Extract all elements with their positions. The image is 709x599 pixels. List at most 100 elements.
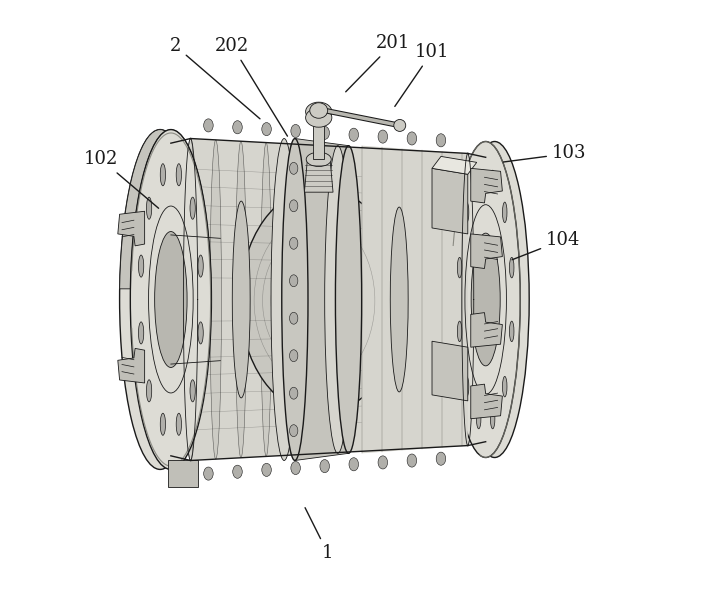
Ellipse shape	[177, 413, 182, 435]
Ellipse shape	[436, 134, 446, 147]
Ellipse shape	[378, 130, 388, 143]
Ellipse shape	[306, 102, 332, 121]
Polygon shape	[304, 159, 333, 192]
Ellipse shape	[476, 170, 481, 190]
Ellipse shape	[407, 454, 417, 467]
Ellipse shape	[286, 144, 296, 455]
Ellipse shape	[289, 425, 298, 437]
Ellipse shape	[462, 153, 474, 446]
Ellipse shape	[233, 201, 250, 398]
Ellipse shape	[160, 164, 165, 186]
Polygon shape	[295, 138, 349, 461]
Ellipse shape	[147, 380, 152, 402]
Ellipse shape	[235, 141, 247, 458]
Text: 103: 103	[503, 144, 586, 162]
Ellipse shape	[289, 350, 298, 362]
Ellipse shape	[337, 147, 347, 452]
Ellipse shape	[407, 132, 417, 145]
Ellipse shape	[335, 146, 362, 453]
Ellipse shape	[464, 202, 469, 223]
Ellipse shape	[378, 456, 388, 469]
Ellipse shape	[349, 128, 359, 141]
Ellipse shape	[310, 103, 328, 118]
Ellipse shape	[289, 200, 298, 212]
Ellipse shape	[271, 138, 297, 461]
Ellipse shape	[325, 146, 351, 453]
Ellipse shape	[120, 129, 201, 470]
Ellipse shape	[313, 104, 324, 113]
Ellipse shape	[471, 233, 500, 366]
Polygon shape	[169, 461, 199, 488]
Polygon shape	[471, 168, 503, 203]
Ellipse shape	[412, 151, 423, 448]
Text: 102: 102	[84, 150, 159, 208]
Polygon shape	[432, 168, 468, 234]
Ellipse shape	[464, 376, 469, 397]
Ellipse shape	[451, 141, 520, 458]
Ellipse shape	[387, 149, 398, 450]
Ellipse shape	[198, 255, 203, 277]
Ellipse shape	[457, 258, 462, 278]
Ellipse shape	[291, 461, 301, 474]
Ellipse shape	[210, 140, 221, 459]
Ellipse shape	[460, 141, 529, 458]
Ellipse shape	[289, 275, 298, 287]
Ellipse shape	[491, 170, 495, 190]
Ellipse shape	[349, 458, 359, 471]
Ellipse shape	[147, 197, 152, 219]
Ellipse shape	[233, 465, 242, 478]
Ellipse shape	[177, 164, 182, 186]
Polygon shape	[118, 211, 145, 246]
Ellipse shape	[203, 119, 213, 132]
Ellipse shape	[198, 322, 203, 344]
Ellipse shape	[261, 143, 272, 456]
Polygon shape	[471, 313, 503, 347]
Ellipse shape	[510, 321, 514, 341]
Ellipse shape	[289, 237, 298, 249]
Ellipse shape	[240, 187, 401, 414]
Polygon shape	[362, 146, 468, 453]
Polygon shape	[191, 138, 468, 461]
Ellipse shape	[155, 232, 187, 367]
Ellipse shape	[291, 125, 301, 138]
Ellipse shape	[320, 126, 330, 140]
Ellipse shape	[281, 138, 308, 461]
Ellipse shape	[437, 152, 448, 447]
Ellipse shape	[510, 258, 514, 278]
Polygon shape	[432, 156, 476, 174]
Ellipse shape	[457, 321, 462, 341]
Ellipse shape	[290, 258, 351, 344]
Polygon shape	[471, 234, 503, 268]
Ellipse shape	[393, 119, 406, 131]
Ellipse shape	[320, 459, 330, 473]
Ellipse shape	[138, 322, 144, 344]
Ellipse shape	[289, 387, 298, 399]
Ellipse shape	[436, 452, 446, 465]
Ellipse shape	[262, 123, 272, 136]
Text: 101: 101	[395, 43, 450, 107]
Ellipse shape	[390, 207, 408, 392]
Ellipse shape	[289, 312, 298, 324]
Text: 1: 1	[305, 508, 333, 562]
Text: 104: 104	[512, 231, 581, 260]
Polygon shape	[118, 349, 145, 383]
Ellipse shape	[203, 467, 213, 480]
Polygon shape	[471, 384, 503, 419]
Ellipse shape	[262, 463, 272, 476]
Ellipse shape	[503, 202, 507, 223]
Ellipse shape	[233, 121, 242, 134]
Polygon shape	[120, 130, 211, 289]
Bar	[313, 108, 324, 159]
Ellipse shape	[362, 148, 372, 451]
Ellipse shape	[184, 138, 196, 461]
Ellipse shape	[306, 152, 331, 167]
Text: 202: 202	[215, 37, 287, 136]
Ellipse shape	[312, 146, 321, 453]
Ellipse shape	[289, 162, 298, 174]
Ellipse shape	[491, 409, 495, 429]
Ellipse shape	[476, 409, 481, 429]
Ellipse shape	[138, 255, 144, 277]
Text: 201: 201	[346, 34, 411, 92]
Polygon shape	[432, 341, 468, 401]
Ellipse shape	[190, 380, 195, 402]
